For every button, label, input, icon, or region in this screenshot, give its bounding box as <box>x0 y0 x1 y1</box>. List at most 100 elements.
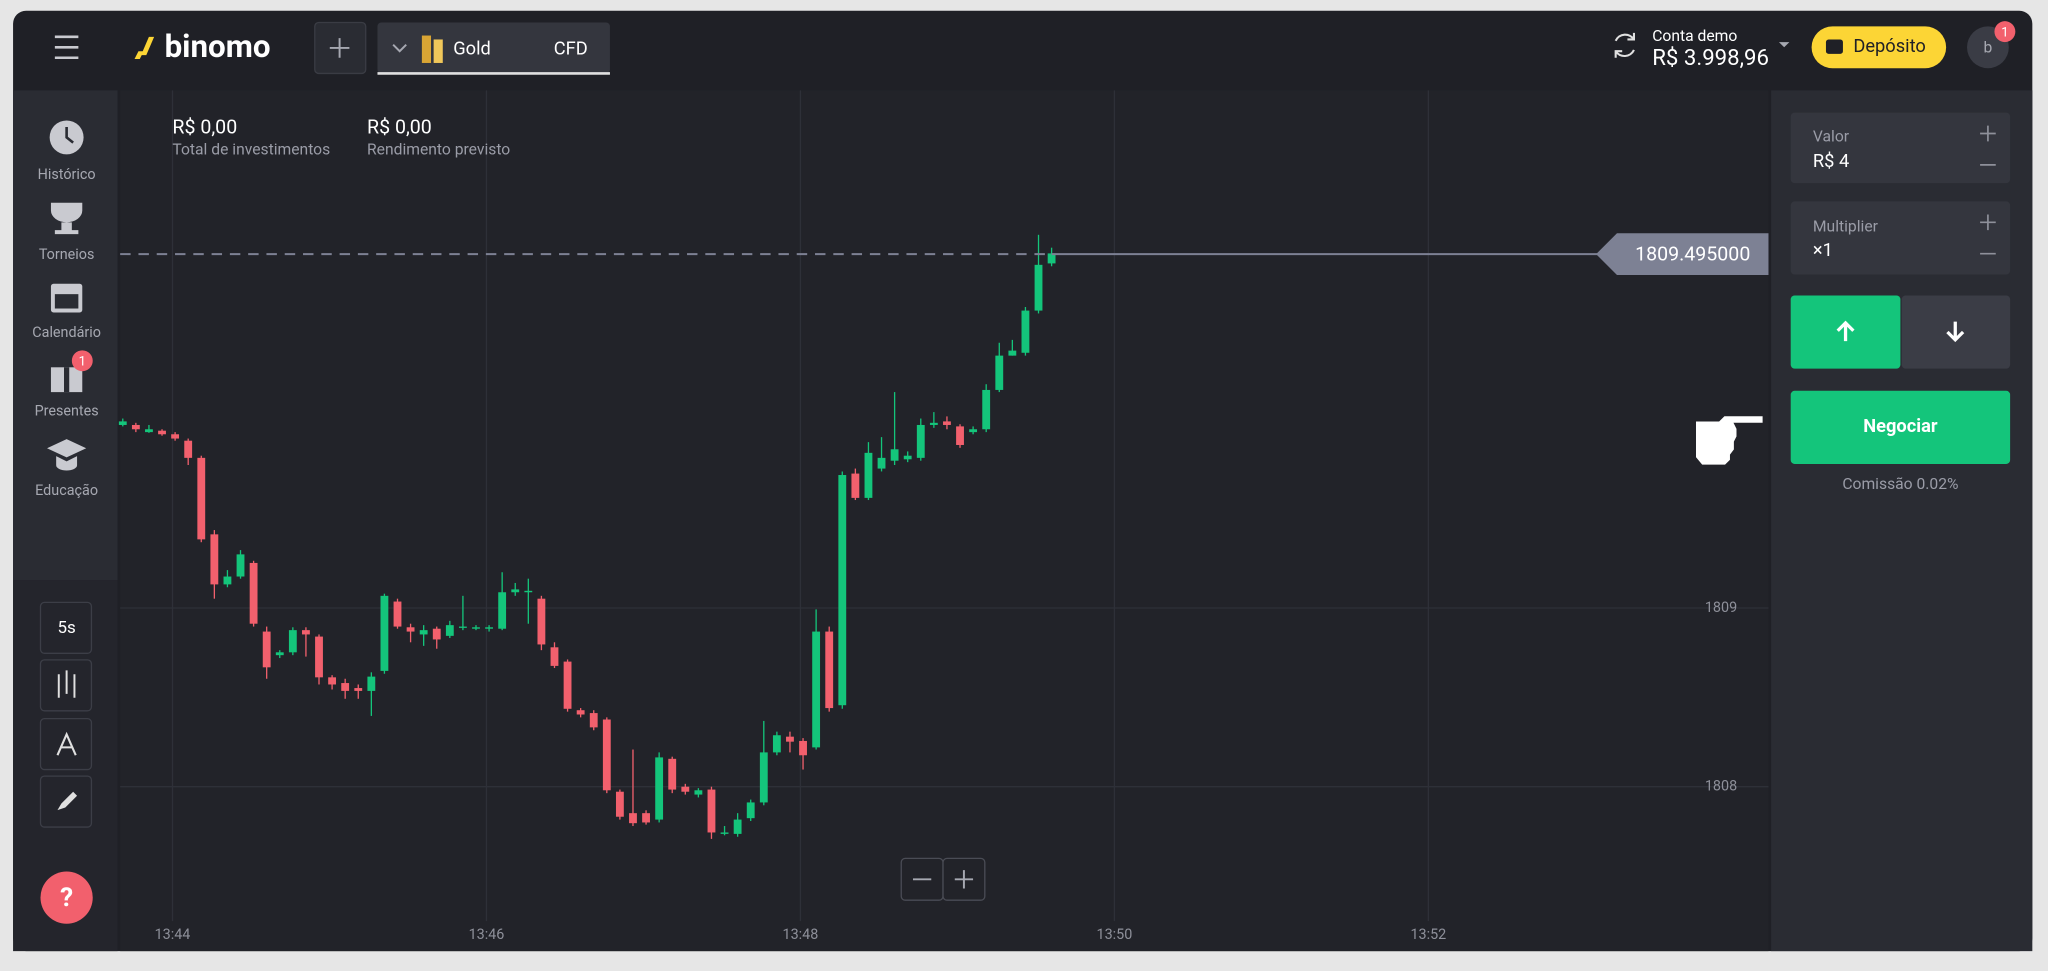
candle-body <box>576 710 585 715</box>
candle-body <box>419 630 428 635</box>
candle-body <box>956 426 964 445</box>
candle-body <box>145 429 153 433</box>
candle-body <box>589 713 598 728</box>
candle-body <box>681 786 690 792</box>
multiplier-field[interactable] <box>1790 201 2011 275</box>
sidebar-label[interactable]: Educação <box>35 482 98 499</box>
indicators-button[interactable] <box>39 717 93 771</box>
candle-body <box>629 813 637 824</box>
candle-body <box>550 647 559 666</box>
candle-body <box>354 688 363 691</box>
candle-body <box>694 790 703 795</box>
candle-body <box>524 590 533 593</box>
amount: R$ 4 <box>1813 151 1849 172</box>
candle-body <box>720 832 729 834</box>
menu-button[interactable] <box>54 35 79 60</box>
candle-body <box>864 452 873 498</box>
tournament-icon[interactable] <box>50 202 83 235</box>
candle-body <box>943 421 951 425</box>
notification-badge <box>1994 21 2016 43</box>
candle-body <box>302 630 310 635</box>
sidebar-label[interactable]: Calendário <box>32 324 101 341</box>
trade-label: Negociar <box>1863 416 1938 437</box>
candle-body <box>786 736 794 742</box>
candle-body <box>655 757 664 820</box>
candle-body <box>929 422 938 425</box>
candle-body <box>184 440 193 458</box>
zoom-controls <box>900 857 986 901</box>
candle-body <box>406 627 415 632</box>
candle-body <box>969 429 978 433</box>
clock-hand <box>65 126 74 144</box>
timeframe-button[interactable] <box>39 601 93 654</box>
candle-body <box>995 355 1004 390</box>
candle-body <box>249 562 258 624</box>
x-tick-label: 13:48 <box>783 926 819 943</box>
gold-icon <box>421 35 432 63</box>
candle-body <box>367 676 376 691</box>
amount-label: Valor <box>1813 127 1850 146</box>
deposit-button[interactable] <box>1811 26 1947 69</box>
candle-body <box>812 631 821 748</box>
candle-body <box>759 752 768 803</box>
amount-field[interactable] <box>1790 112 2011 184</box>
account-caret[interactable] <box>1778 42 1790 48</box>
commission: Comissão 0.02% <box>1842 474 1958 493</box>
candle-body <box>236 554 245 577</box>
pointer-hand <box>1694 414 1764 466</box>
sidebar <box>13 90 118 581</box>
candle-body <box>746 802 755 819</box>
multiplier: ×1 <box>1813 240 1833 261</box>
chart: 13:44 13:46 13:48 13:50 13:52 1809 1808 1809.49… <box>118 90 1769 943</box>
candle-body <box>772 735 781 753</box>
multiplier-stepper[interactable] <box>1980 214 1996 255</box>
down-arrow <box>1946 321 1965 343</box>
amount-stepper[interactable] <box>1980 125 1996 166</box>
account-label: Conta demo <box>1652 26 1737 45</box>
indicator-icon <box>56 731 77 756</box>
candle-body <box>158 430 166 435</box>
candle-body <box>1008 350 1017 356</box>
candle-body <box>262 631 271 668</box>
logo: binomo <box>165 28 271 65</box>
balance: R$ 3.998,96 <box>1652 45 1769 71</box>
x-tick-label: 13:44 <box>155 926 191 943</box>
candle-body <box>733 819 742 834</box>
help-button[interactable] <box>40 871 93 924</box>
price-badge <box>1596 233 1769 276</box>
candle-body <box>838 475 847 706</box>
y-tick-label: 1809 <box>1705 599 1737 616</box>
help-label: ? <box>60 883 73 913</box>
candle-body <box>903 455 912 460</box>
top-bar: binomo Gold CFD Conta demo R$ 3.998,96 D… <box>54 21 2016 75</box>
candle-body <box>982 389 991 430</box>
candle-body <box>445 625 454 636</box>
sidebar-label[interactable]: Presentes <box>35 403 99 420</box>
x-tick-label: 13:52 <box>1410 926 1446 943</box>
refresh-icon[interactable] <box>1614 32 1636 58</box>
sidebar-label[interactable]: Histórico <box>38 166 96 183</box>
education-icon[interactable] <box>47 439 87 471</box>
candle-body <box>341 683 350 691</box>
candle-body <box>223 576 232 585</box>
asset-name: Gold <box>453 39 491 60</box>
gift-ribbon <box>64 367 70 393</box>
avatar-letter: b <box>1984 38 1993 57</box>
candle-body <box>642 813 650 823</box>
price-label: 1809.495000 <box>1635 243 1750 266</box>
sidebar-label[interactable]: Torneios <box>39 246 95 263</box>
candle-body <box>1047 253 1056 264</box>
up-arrow <box>1836 320 1855 342</box>
deposit-label: Depósito <box>1853 36 1925 57</box>
trade-button[interactable] <box>1790 390 2011 464</box>
candle-body <box>1021 310 1030 353</box>
candle-body <box>197 457 206 540</box>
candle-body <box>118 421 127 425</box>
stat-label: Total de investimentos <box>172 140 330 159</box>
candle-body <box>1034 264 1043 311</box>
candle-icon <box>57 670 76 698</box>
pencil-icon <box>57 791 78 811</box>
candle-body <box>511 589 520 593</box>
